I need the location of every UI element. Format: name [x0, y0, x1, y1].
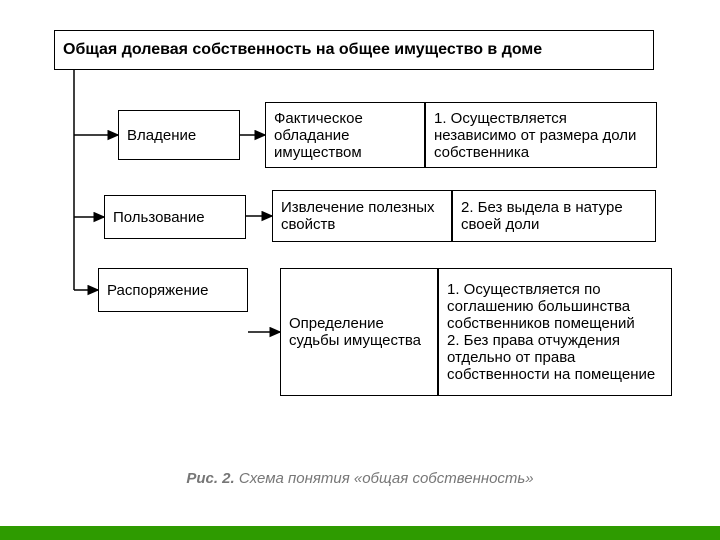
row1-notes: 1. Осуществляется независимо от размера …	[425, 102, 657, 168]
caption-text: Схема понятия «общая собственность»	[239, 470, 534, 487]
row1-definition: Фактическое обладание имуществом	[265, 102, 425, 168]
row3-notes: 1. Осуществляется по соглашению большинс…	[438, 268, 672, 396]
row1-category: Владение	[118, 110, 240, 160]
row2-definition: Извлечение полезных свойств	[272, 190, 452, 242]
row2-notes: 2. Без выдела в натуре своей доли	[452, 190, 656, 242]
row2-category: Пользование	[104, 195, 246, 239]
row3-category: Распоряжение	[98, 268, 248, 312]
diagram-canvas: Общая долевая собственность на общее иму…	[0, 0, 720, 540]
title-text: Общая долевая собственность на общее иму…	[63, 41, 542, 59]
row3-definition: Определение судьбы имущества	[280, 268, 438, 396]
caption-label: Рис. 2.	[186, 470, 234, 487]
figure-caption: Рис. 2. Схема понятия «общая собственнос…	[0, 470, 720, 487]
title-box: Общая долевая собственность на общее иму…	[54, 30, 654, 70]
green-bottom-bar	[0, 526, 720, 540]
